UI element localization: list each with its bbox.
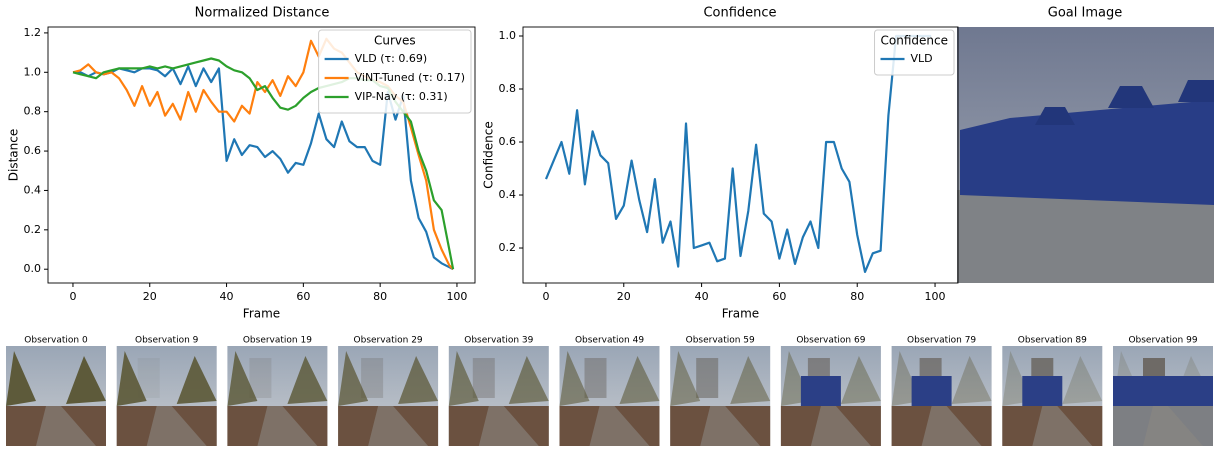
- legend-label: ViNT-Tuned (τ: 0.17): [355, 71, 465, 84]
- goal-image-title: Goal Image: [1048, 6, 1122, 21]
- legend-title: Curves: [374, 34, 416, 48]
- y-tick-label: 0.4: [24, 183, 42, 196]
- x-tick-label: 80: [373, 290, 387, 303]
- blue-bins: [800, 376, 841, 411]
- observation-label: Observation 99: [1128, 336, 1197, 346]
- path: [257, 406, 318, 446]
- building: [249, 358, 272, 398]
- path: [589, 406, 650, 446]
- observation-label: Observation 89: [1018, 336, 1087, 346]
- observation-label: Observation 59: [686, 336, 755, 346]
- y-axis-label: Confidence: [482, 121, 496, 188]
- x-tick-label: 20: [143, 290, 157, 303]
- x-tick-label: 60: [772, 290, 786, 303]
- observation-image: [1002, 346, 1103, 446]
- x-tick-label: 100: [925, 290, 946, 303]
- plot-frame: [47, 26, 476, 284]
- observation-image: [559, 346, 660, 446]
- trees: [338, 351, 439, 406]
- observation-label: Observation 0: [24, 336, 88, 346]
- legend-label: VLD (τ: 0.69): [355, 52, 428, 65]
- observation-label: Observation 29: [354, 336, 423, 346]
- plot-frame: [522, 26, 959, 284]
- trees: [448, 351, 549, 406]
- legend-box: [318, 29, 472, 114]
- path: [146, 406, 207, 446]
- building: [696, 358, 719, 398]
- observation-label: Observation 39: [464, 336, 533, 346]
- chart-title: Normalized Distance: [195, 6, 330, 21]
- x-tick-label: 0: [542, 290, 549, 303]
- x-tick-label: 100: [446, 290, 467, 303]
- observation-image: [116, 346, 217, 446]
- y-tick-label: 0.6: [499, 135, 517, 148]
- y-tick-label: 0.2: [24, 223, 42, 236]
- y-tick-label: 0.0: [24, 262, 42, 275]
- observation-label: Observation 69: [796, 336, 865, 346]
- path: [810, 406, 871, 446]
- y-tick-label: 0.4: [499, 188, 517, 201]
- x-axis-label: Frame: [722, 307, 759, 321]
- legend-label: VLD: [911, 52, 933, 65]
- y-tick-label: 0.2: [499, 241, 517, 254]
- y-tick-label: 0.8: [24, 105, 42, 118]
- x-axis-label: Frame: [243, 307, 280, 321]
- observation-image: [6, 346, 106, 446]
- observation-label: Observation 9: [135, 336, 199, 346]
- y-tick-label: 0.6: [24, 144, 42, 157]
- path: [1032, 406, 1093, 446]
- x-tick-label: 80: [850, 290, 864, 303]
- legend: Curves VLD (τ: 0.69) ViNT-Tuned (τ: 0.17) V…: [318, 29, 472, 114]
- observation-image: [1113, 346, 1213, 446]
- observation-image: [338, 346, 439, 446]
- building: [361, 358, 384, 398]
- trees: [670, 351, 771, 406]
- observation-label: Observation 79: [907, 336, 976, 346]
- observation-label: Observation 49: [575, 336, 644, 346]
- blue-bins: [911, 376, 952, 411]
- blue-bins: [1113, 376, 1213, 411]
- observation-image: [891, 346, 992, 446]
- y-tick-label: 0.8: [499, 82, 517, 95]
- trees: [227, 351, 328, 406]
- legend-label: VIP-Nav (τ: 0.31): [355, 90, 448, 103]
- building: [584, 358, 607, 398]
- observation-image: [780, 346, 881, 446]
- x-tick-label: 40: [695, 290, 709, 303]
- trees: [6, 351, 106, 406]
- y-tick-label: 1.2: [24, 26, 42, 39]
- path: [478, 406, 539, 446]
- legend-box: [874, 29, 955, 76]
- building: [137, 358, 160, 398]
- x-tick-label: 40: [220, 290, 234, 303]
- observation-label: Observation 19: [243, 336, 312, 346]
- series-line: [544, 34, 932, 273]
- observation-image: [227, 346, 328, 446]
- legend-title: Confidence: [881, 34, 948, 48]
- blue-bins: [1022, 376, 1063, 411]
- path: [36, 406, 96, 446]
- path: [921, 406, 982, 446]
- x-tick-label: 60: [296, 290, 310, 303]
- legend: Confidence VLD: [874, 29, 955, 76]
- x-tick-label: 20: [617, 290, 631, 303]
- goal-image: [957, 27, 1214, 283]
- path: [368, 406, 429, 446]
- path: [1143, 406, 1203, 446]
- trees: [559, 351, 660, 406]
- path: [700, 406, 761, 446]
- x-tick-label: 0: [69, 290, 76, 303]
- observation-image: [670, 346, 771, 446]
- trees: [116, 351, 217, 406]
- y-axis-label: Distance: [7, 129, 21, 181]
- observation-image: [448, 346, 549, 446]
- y-tick-label: 1.0: [499, 29, 517, 42]
- y-tick-label: 1.0: [24, 65, 42, 78]
- building: [472, 358, 495, 398]
- chart-title: Confidence: [703, 6, 776, 21]
